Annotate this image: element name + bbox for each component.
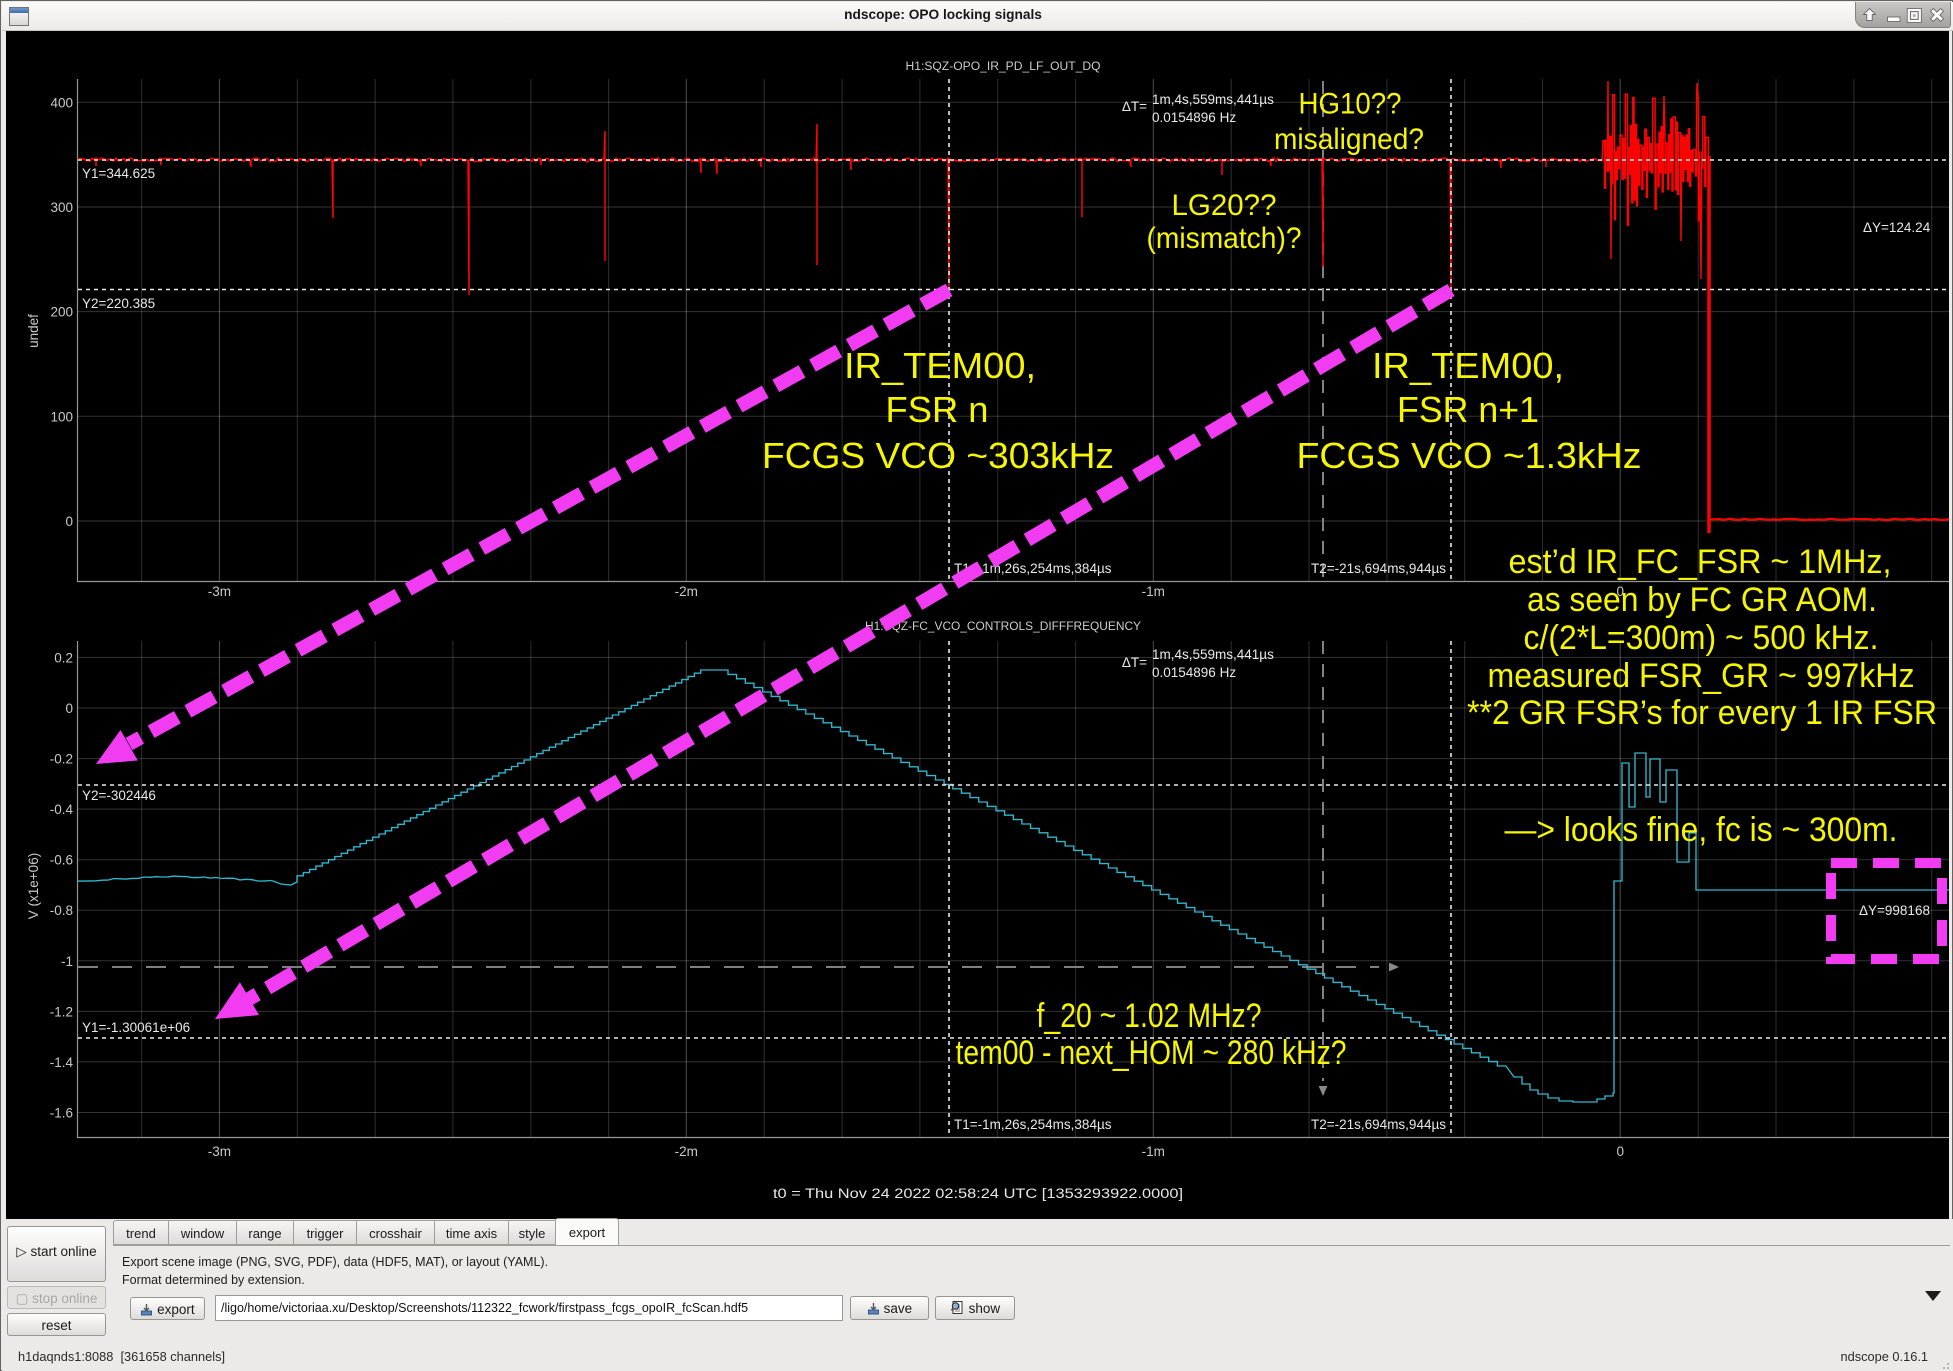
svg-text:FSR n+1: FSR n+1: [1397, 389, 1539, 430]
svg-text:Y2=220.385: Y2=220.385: [82, 296, 155, 311]
svg-text:IR_TEM00,: IR_TEM00,: [844, 345, 1036, 386]
svg-text:FCGS VCO ~303kHz: FCGS VCO ~303kHz: [762, 435, 1114, 476]
svg-text:-3m: -3m: [208, 584, 231, 599]
svg-text:0: 0: [1616, 584, 1624, 599]
svg-text:as seen by FC GR AOM.: as seen by FC GR AOM.: [1527, 581, 1877, 619]
svg-text:300: 300: [50, 200, 73, 215]
svg-text:ΔT=: ΔT=: [1122, 99, 1147, 114]
svg-text:T1=-1m,26s,254ms,384µs: T1=-1m,26s,254ms,384µs: [954, 1117, 1112, 1132]
svg-text:c/(2*L=300m) ~ 500 kHz.: c/(2*L=300m) ~ 500 kHz.: [1524, 619, 1879, 657]
svg-text:0.0154896 Hz: 0.0154896 Hz: [1152, 110, 1236, 125]
svg-text:1m,4s,559ms,441µs: 1m,4s,559ms,441µs: [1152, 92, 1274, 107]
svg-text:H1:SQZ-OPO_IR_PD_LF_OUT_DQ: H1:SQZ-OPO_IR_PD_LF_OUT_DQ: [906, 59, 1101, 73]
svg-text:-1: -1: [61, 954, 73, 969]
svg-text:t0 = Thu Nov 24 2022 02:58:24: t0 = Thu Nov 24 2022 02:58:24 UTC [13532…: [773, 1186, 1183, 1201]
svg-text:-2m: -2m: [675, 584, 698, 599]
svg-text:IR_TEM00,: IR_TEM00,: [1372, 345, 1564, 386]
svg-text:Y1=-1.30061e+06: Y1=-1.30061e+06: [82, 1020, 190, 1035]
svg-text:misaligned?: misaligned?: [1274, 123, 1424, 156]
svg-text:-1.6: -1.6: [50, 1106, 73, 1121]
svg-text:-0.6: -0.6: [50, 853, 73, 868]
svg-text:tem00 - next_HOM ~ 280 kHz?: tem00 - next_HOM ~ 280 kHz?: [956, 1034, 1347, 1072]
svg-text:0: 0: [65, 514, 73, 529]
svg-text:-0.8: -0.8: [50, 903, 73, 918]
svg-text:ΔY=998168: ΔY=998168: [1859, 903, 1930, 918]
svg-text:(mismatch)?: (mismatch)?: [1147, 222, 1302, 255]
svg-text:1m,4s,559ms,441µs: 1m,4s,559ms,441µs: [1152, 647, 1274, 662]
svg-text:200: 200: [50, 305, 73, 320]
svg-text:-2m: -2m: [675, 1144, 698, 1159]
svg-text:400: 400: [50, 95, 73, 110]
svg-text:Y1=344.625: Y1=344.625: [82, 166, 155, 181]
svg-text:LG20??: LG20??: [1172, 189, 1277, 222]
svg-text:-3m: -3m: [208, 1144, 231, 1159]
svg-text:HG10??: HG10??: [1299, 88, 1402, 121]
svg-text:FSR n: FSR n: [886, 389, 989, 430]
svg-text:-1m: -1m: [1142, 1144, 1165, 1159]
svg-text:0.0154896 Hz: 0.0154896 Hz: [1152, 665, 1236, 680]
svg-text:0: 0: [1616, 1144, 1624, 1159]
svg-text:-1m: -1m: [1142, 584, 1165, 599]
svg-text:ΔT=: ΔT=: [1122, 655, 1147, 670]
svg-text:undef: undef: [26, 314, 41, 348]
svg-text:f_20 ~ 1.02 MHz?: f_20 ~ 1.02 MHz?: [1037, 997, 1262, 1035]
svg-text:**2 GR FSR’s for every 1 IR FS: **2 GR FSR’s for every 1 IR FSR: [1467, 694, 1937, 732]
svg-text:measured FSR_GR ~ 997kHz: measured FSR_GR ~ 997kHz: [1488, 657, 1915, 695]
svg-text:—> looks fine, fc is ~ 300m.: —> looks fine, fc is ~ 300m.: [1505, 811, 1898, 849]
svg-text:-1.4: -1.4: [50, 1055, 74, 1070]
svg-text:est’d IR_FC_FSR ~ 1MHz,: est’d IR_FC_FSR ~ 1MHz,: [1509, 543, 1892, 581]
svg-text:-0.4: -0.4: [50, 802, 74, 817]
svg-text:H1:SQZ-FC_VCO_CONTROLS_DIFFFRE: H1:SQZ-FC_VCO_CONTROLS_DIFFFREQUENCY: [865, 619, 1141, 633]
svg-text:Y2=-302446: Y2=-302446: [82, 788, 156, 803]
svg-text:FCGS VCO ~1.3kHz: FCGS VCO ~1.3kHz: [1297, 435, 1642, 476]
svg-text:T2=-21s,694ms,944µs: T2=-21s,694ms,944µs: [1311, 1117, 1446, 1132]
svg-text:0.2: 0.2: [54, 650, 73, 665]
svg-text:V (x1e+06): V (x1e+06): [26, 853, 41, 919]
svg-text:100: 100: [50, 409, 73, 424]
svg-text:-0.2: -0.2: [50, 752, 73, 767]
svg-text:-1.2: -1.2: [50, 1004, 73, 1019]
svg-text:0: 0: [65, 701, 73, 716]
svg-text:T2=-21s,694ms,944µs: T2=-21s,694ms,944µs: [1311, 561, 1446, 576]
svg-text:ΔY=124.24: ΔY=124.24: [1863, 220, 1931, 235]
